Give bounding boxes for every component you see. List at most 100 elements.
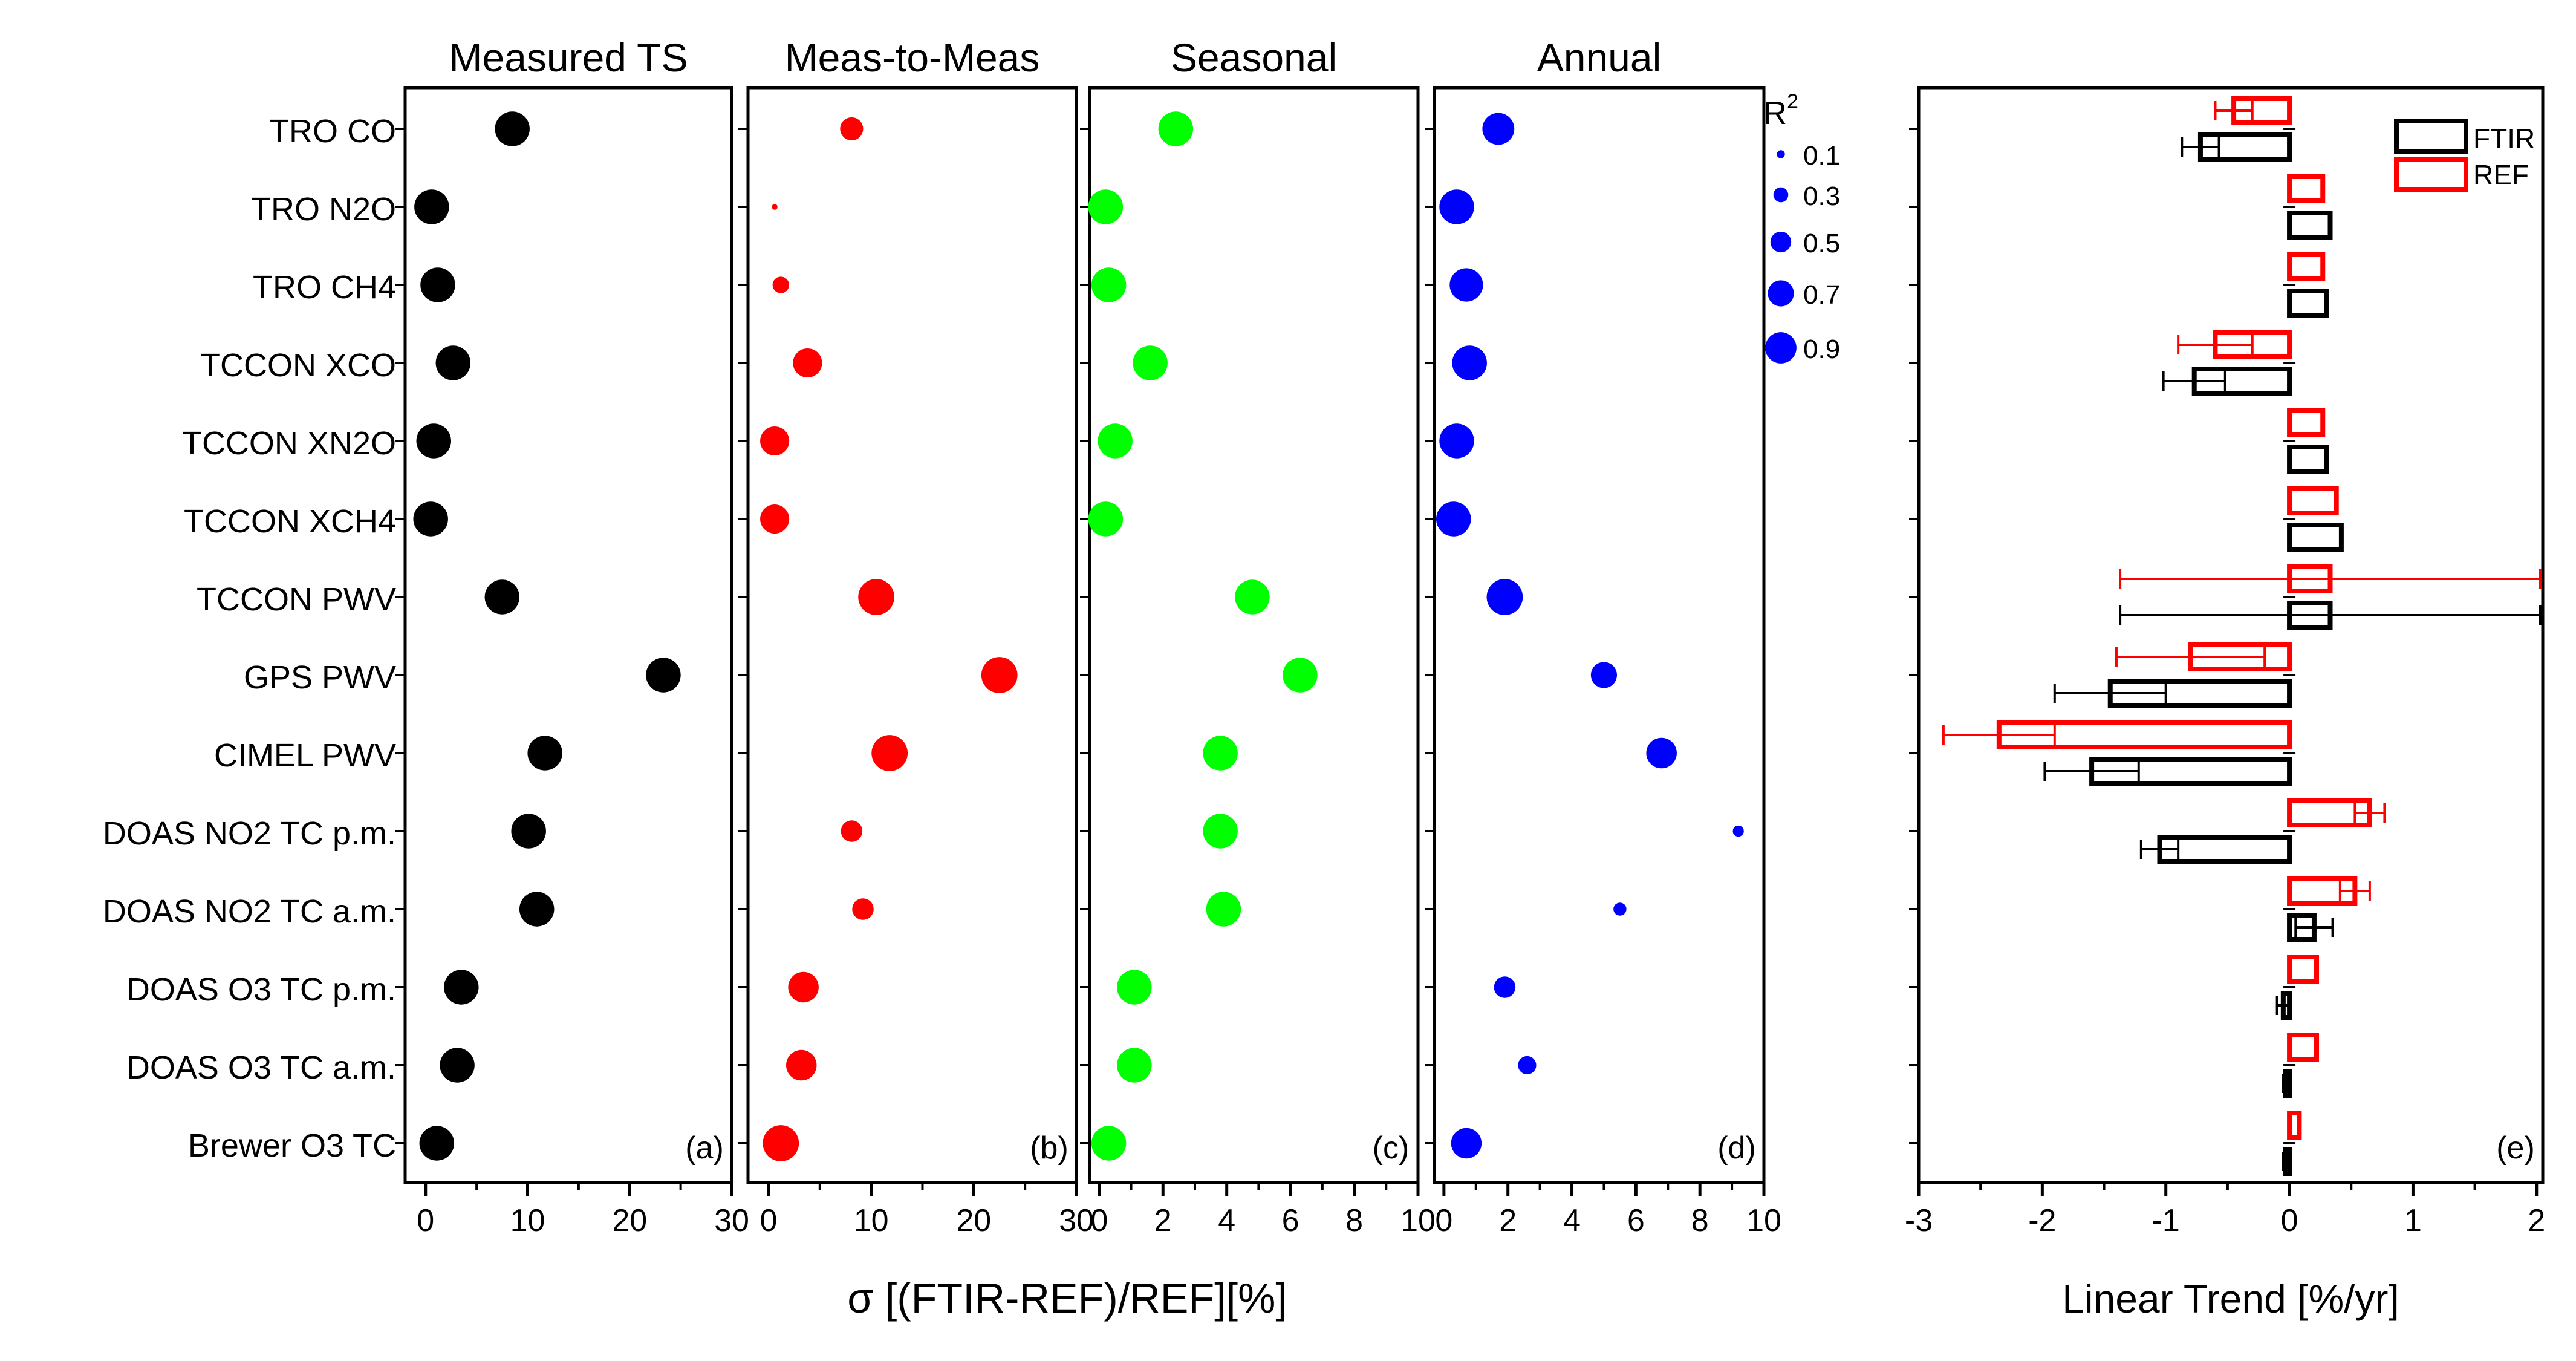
data-point <box>1451 1128 1482 1159</box>
panel-label: (e) <box>2496 1131 2535 1166</box>
category-label: GPS PWV <box>244 659 396 696</box>
bar-ref <box>2287 486 2339 515</box>
data-point <box>1486 579 1523 615</box>
legend-label-ftir: FTIR <box>2473 123 2535 154</box>
data-point <box>1091 1126 1127 1161</box>
x-tick-label: 0 <box>1435 1203 1452 1238</box>
x-tick-label: 20 <box>612 1203 647 1238</box>
x-tick-label: 0 <box>1090 1203 1108 1238</box>
bar-ftir <box>2287 289 2329 318</box>
data-point <box>772 276 789 293</box>
panel-title: Measured TS <box>449 35 688 80</box>
x-tick-label: 2 <box>1154 1203 1172 1238</box>
plot-frame <box>1088 86 1420 1184</box>
panel-title: Seasonal <box>1171 35 1337 80</box>
bar-ftir <box>2287 523 2344 552</box>
bar-ref <box>2287 252 2326 281</box>
data-point <box>1158 111 1194 146</box>
data-point <box>1436 501 1471 537</box>
size-legend-title-base: R <box>1763 95 1787 131</box>
panel-c: Seasonal (c) 0 2 4 6 8 10 <box>1080 35 1436 1238</box>
data-point <box>420 267 455 302</box>
plot-frame <box>1433 86 1766 1184</box>
data-point <box>1091 267 1127 302</box>
data-point <box>1646 737 1677 769</box>
data-point <box>440 1048 475 1083</box>
data-point <box>785 1049 817 1081</box>
x-tick-label: 8 <box>1691 1203 1709 1238</box>
category-label: TRO CH4 <box>253 269 396 305</box>
data-point <box>527 736 562 771</box>
size-legend-marker <box>1768 280 1794 307</box>
data-point <box>519 892 555 927</box>
x-tick-label: 6 <box>1282 1203 1299 1238</box>
data-point <box>511 814 546 849</box>
data-point <box>852 898 874 920</box>
bar-ftir <box>2287 445 2329 474</box>
category-label: DOAS NO2 TC p.m. <box>103 815 396 852</box>
x-tick-label: 10 <box>1746 1203 1781 1238</box>
data-point <box>1439 189 1474 224</box>
category-labels: TRO CO TRO N2O TRO CH4 TCCON XCO TCCON XN2O T… <box>103 113 396 1164</box>
data-point <box>495 111 530 146</box>
size-legend-marker <box>1773 187 1789 203</box>
panel-label: (c) <box>1373 1131 1410 1166</box>
data-point <box>760 504 790 534</box>
shared-x-axis-label: σ [(FTIR-REF)/REF][%] <box>847 1275 1287 1322</box>
x-tick-label: 4 <box>1563 1203 1581 1238</box>
x-tick-label: -1 <box>2152 1203 2180 1238</box>
plot-frame <box>1917 86 2545 1184</box>
data-point <box>1732 825 1744 837</box>
data-point <box>1206 892 1241 927</box>
data-point <box>1133 345 1168 380</box>
bar-ref <box>2287 955 2320 984</box>
x-tick-label: 0 <box>417 1203 434 1238</box>
category-label: Brewer O3 TC <box>188 1128 396 1164</box>
data-point <box>1452 345 1487 380</box>
panel-a: Measured TS (a) 0 10 20 30 <box>395 35 749 1238</box>
data-point <box>1098 423 1133 459</box>
data-point <box>871 735 908 771</box>
panel-label: (b) <box>1030 1131 1068 1166</box>
x-tick-label: 8 <box>1345 1203 1363 1238</box>
legend-swatch-ftir <box>2394 119 2468 154</box>
data-point <box>981 657 1018 693</box>
data-point <box>416 423 451 459</box>
bar-ref <box>2287 1033 2320 1062</box>
data-point <box>419 1126 455 1161</box>
size-legend-marker <box>1770 231 1792 253</box>
data-point <box>1088 189 1124 224</box>
size-legend-title-sup: 2 <box>1787 90 1798 113</box>
data-point <box>1590 662 1618 688</box>
data-point <box>1283 658 1318 693</box>
legend-swatch-ref <box>2394 157 2468 192</box>
size-legend-title: R2 <box>1763 90 1798 131</box>
size-legend-label: 0.7 <box>1803 280 1840 310</box>
category-label: DOAS O3 TC p.m. <box>126 971 396 1008</box>
size-legend-marker <box>1777 150 1785 158</box>
data-point <box>1235 579 1270 615</box>
data-point <box>760 426 790 456</box>
data-point <box>1203 736 1238 771</box>
panel-d: Annual (d) 0 2 4 6 8 10 <box>1425 35 1781 1238</box>
x-tick-label: 10 <box>854 1203 889 1238</box>
data-point <box>858 579 894 615</box>
data-point <box>840 117 864 141</box>
x-tick-label: 2 <box>2528 1203 2545 1238</box>
data-point <box>444 970 479 1005</box>
legend-label-ref: REF <box>2473 159 2529 191</box>
data-point <box>788 971 819 1003</box>
x-tick-label: 30 <box>1059 1203 1094 1238</box>
x-tick-label: 0 <box>759 1203 777 1238</box>
x-tick-label: -2 <box>2028 1203 2056 1238</box>
data-point <box>1449 268 1483 302</box>
plot-frame <box>746 86 1078 1184</box>
category-label: TRO CO <box>269 113 396 149</box>
category-label: TCCON PWV <box>197 581 396 618</box>
size-legend: R2 0.1 0.3 0.5 0.7 0.9 <box>1763 90 1840 364</box>
data-point <box>841 820 863 842</box>
x-tick-label: 10 <box>1400 1203 1436 1238</box>
bar-ref <box>2287 1111 2302 1140</box>
